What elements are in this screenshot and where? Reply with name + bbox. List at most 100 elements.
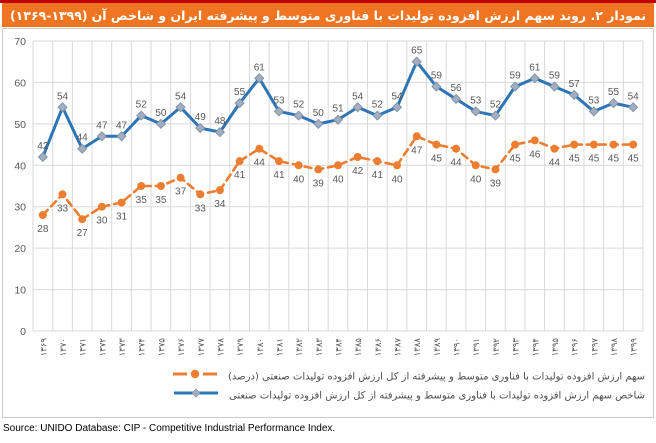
data-point-marker <box>156 182 165 190</box>
x-tick-label: ۱۳۸۶ <box>374 338 384 356</box>
y-tick-label: 40 <box>14 160 26 172</box>
data-label: 33 <box>57 203 69 214</box>
data-point-marker <box>293 110 304 121</box>
x-tick-label: ۱۳۹۶ <box>571 338 581 356</box>
legend-item-index: شاخص سهم ارزش افزوده تولیدات با فناوری م… <box>11 387 645 406</box>
data-label: 54 <box>628 91 640 102</box>
legend-item-share: سهم ارزش افزوده تولیدات با فناوری متوسط … <box>11 368 645 387</box>
data-point-marker <box>334 161 342 170</box>
data-label: 51 <box>332 104 344 115</box>
data-point-marker <box>195 122 206 134</box>
x-tick-label: ۱۳۸۸ <box>413 338 423 357</box>
chart-title-years: (۱۳۶۹-۱۳۹۹) <box>9 7 88 23</box>
y-tick-label: 60 <box>14 77 26 89</box>
data-point-marker <box>58 190 67 199</box>
blue-solid-line-sample-icon <box>172 387 220 405</box>
x-tick-label: ۱۳۹۱ <box>472 338 482 356</box>
data-label: 27 <box>77 228 89 239</box>
data-label: 45 <box>510 154 522 165</box>
data-point-marker <box>294 161 303 170</box>
data-point-marker <box>37 151 48 163</box>
x-tick-label: ۱۳۸۹ <box>433 338 443 357</box>
data-point-marker <box>352 102 363 113</box>
data-label: 53 <box>470 95 482 106</box>
data-point-marker <box>373 157 382 166</box>
x-tick-label: ۱۳۸۷ <box>394 338 404 357</box>
data-label: 57 <box>569 79 581 90</box>
x-tick-label: ۱۳۹۰ <box>453 338 463 356</box>
data-label: 48 <box>214 116 226 127</box>
orange-dashed-line-sample-icon <box>171 368 219 386</box>
data-point-marker <box>96 131 107 142</box>
data-point-marker <box>78 215 87 224</box>
x-tick-label: ۱۳۷۰ <box>59 338 69 356</box>
x-tick-label: ۱۳۷۶ <box>177 338 187 356</box>
data-label: 65 <box>411 46 423 57</box>
data-label: 54 <box>175 91 187 102</box>
data-label: 61 <box>254 62 266 73</box>
data-label: 46 <box>529 149 541 160</box>
data-label: 35 <box>155 195 167 206</box>
x-tick-label: ۱۳۹۸ <box>610 338 620 357</box>
data-label: 40 <box>293 174 305 185</box>
x-tick-label: ۱۳۷۲ <box>98 338 108 357</box>
data-label: 30 <box>96 216 108 227</box>
data-label: 55 <box>234 87 246 98</box>
data-label: 44 <box>451 158 463 169</box>
data-label: 31 <box>116 212 128 223</box>
y-tick-label: 50 <box>14 119 26 131</box>
data-label: 44 <box>77 133 89 144</box>
data-point-marker <box>609 140 618 149</box>
data-point-marker <box>137 182 146 190</box>
data-label: 45 <box>569 154 581 165</box>
data-point-marker <box>391 102 403 113</box>
data-point-marker <box>136 110 147 121</box>
x-tick-label: ۱۳۹۷ <box>590 338 600 357</box>
data-label: 49 <box>195 112 207 123</box>
data-point-marker <box>38 211 47 219</box>
top-red-strip <box>0 0 656 3</box>
data-label: 53 <box>588 95 600 106</box>
data-label: 54 <box>352 91 364 102</box>
data-point-marker <box>550 144 559 153</box>
data-label: 53 <box>273 95 285 106</box>
data-point-marker <box>570 140 579 149</box>
x-tick-label: ۱۳۹۵ <box>551 338 561 357</box>
data-point-marker <box>411 56 422 67</box>
data-label: 61 <box>529 62 541 73</box>
data-label: 40 <box>391 174 403 185</box>
data-point-marker <box>589 140 598 149</box>
data-label: 59 <box>549 71 561 82</box>
data-label: 45 <box>588 154 600 165</box>
x-tick-label: ۱۳۹۴ <box>531 338 541 356</box>
data-label: 52 <box>136 100 148 111</box>
data-point-marker <box>470 106 481 117</box>
title-bar: نمودار ۲. روند سهم ارزش افزوده تولیدات ب… <box>2 3 654 27</box>
data-point-marker <box>529 73 540 84</box>
data-point-marker <box>628 102 639 113</box>
data-point-marker <box>117 198 126 207</box>
data-point-marker <box>353 153 362 161</box>
data-label: 59 <box>510 71 522 82</box>
x-tick-label: ۱۳۸۵ <box>354 338 364 357</box>
data-label: 42 <box>37 141 49 152</box>
data-point-marker <box>175 102 186 113</box>
data-label: 41 <box>372 170 384 181</box>
x-tick-label: ۱۳۸۳ <box>315 338 325 357</box>
y-tick-label: 20 <box>14 243 26 255</box>
data-point-marker <box>314 165 323 174</box>
x-tick-label: ۱۳۷۷ <box>197 338 207 357</box>
x-tick-label: ۱۳۷۸ <box>216 338 226 357</box>
data-point-marker <box>412 132 421 141</box>
data-point-marker <box>196 190 205 199</box>
x-tick-label: ۱۳۸۰ <box>256 338 266 356</box>
data-point-marker <box>530 136 539 145</box>
y-tick-label: 0 <box>20 326 26 338</box>
chart-figure-frame: 0 10 20 30 40 50 60 70 ۱۳۶۹ ۱۳۷۰ ۱۳۷۱ ۱۳۷۲ ۱۳۷۳ ۱۳۷۴ ۱… <box>2 28 654 418</box>
data-label: 35 <box>136 195 148 206</box>
x-tick-label: ۱۳۹۳ <box>512 338 522 357</box>
data-point-marker <box>432 140 441 149</box>
data-label: 47 <box>116 120 128 131</box>
data-label: 50 <box>155 108 167 119</box>
data-point-marker <box>255 144 264 153</box>
